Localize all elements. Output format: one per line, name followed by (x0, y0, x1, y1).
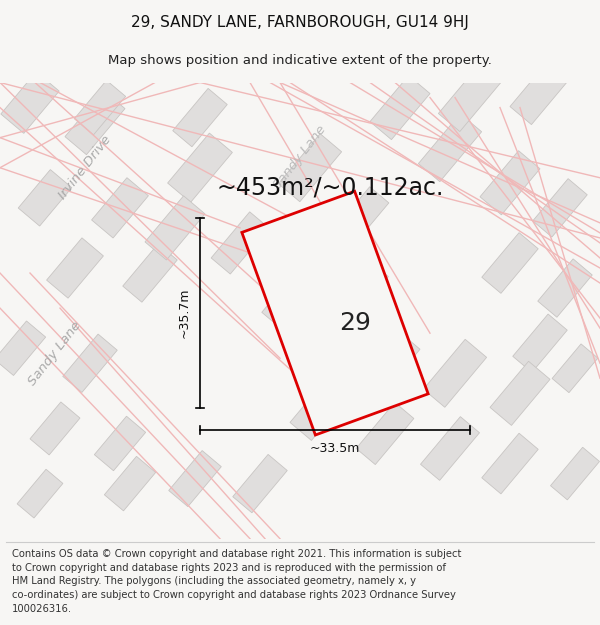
Polygon shape (233, 454, 287, 512)
Polygon shape (94, 416, 146, 471)
Polygon shape (211, 212, 269, 274)
Polygon shape (123, 244, 177, 302)
Text: Contains OS data © Crown copyright and database right 2021. This information is : Contains OS data © Crown copyright and d… (12, 549, 461, 614)
Polygon shape (63, 334, 117, 392)
Text: 29: 29 (339, 311, 371, 335)
Polygon shape (439, 64, 502, 131)
Polygon shape (278, 134, 341, 202)
Polygon shape (167, 133, 232, 202)
Polygon shape (370, 76, 430, 139)
Polygon shape (17, 469, 63, 518)
Polygon shape (356, 402, 414, 464)
Polygon shape (482, 433, 538, 494)
Polygon shape (424, 339, 487, 408)
Polygon shape (482, 232, 538, 293)
Polygon shape (262, 268, 318, 328)
Polygon shape (360, 331, 420, 396)
Polygon shape (322, 258, 388, 329)
Polygon shape (490, 361, 550, 426)
Polygon shape (30, 402, 80, 455)
Text: Sandy Lane: Sandy Lane (271, 123, 329, 192)
Polygon shape (47, 238, 103, 298)
Polygon shape (92, 177, 148, 238)
Polygon shape (510, 61, 570, 124)
Polygon shape (242, 191, 428, 435)
Polygon shape (551, 448, 599, 500)
Polygon shape (104, 456, 155, 511)
Polygon shape (513, 314, 567, 372)
Polygon shape (418, 114, 482, 182)
Text: ~453m²/~0.112ac.: ~453m²/~0.112ac. (217, 176, 443, 200)
Polygon shape (480, 151, 540, 215)
Polygon shape (1, 72, 59, 133)
Polygon shape (18, 169, 72, 226)
Text: 29, SANDY LANE, FARNBOROUGH, GU14 9HJ: 29, SANDY LANE, FARNBOROUGH, GU14 9HJ (131, 15, 469, 30)
Polygon shape (65, 91, 125, 154)
Text: Map shows position and indicative extent of the property.: Map shows position and indicative extent… (108, 54, 492, 67)
Polygon shape (421, 417, 479, 481)
Polygon shape (552, 344, 598, 392)
Polygon shape (173, 88, 227, 147)
Polygon shape (533, 179, 587, 237)
Text: Sandy Lane: Sandy Lane (26, 319, 84, 388)
Text: Irvine Drive: Irvine Drive (56, 133, 114, 202)
Polygon shape (290, 376, 350, 441)
Text: ~33.5m: ~33.5m (310, 442, 360, 455)
Polygon shape (145, 196, 205, 260)
Polygon shape (331, 187, 389, 249)
Polygon shape (169, 451, 221, 507)
Text: ~35.7m: ~35.7m (178, 288, 191, 338)
Polygon shape (74, 80, 125, 135)
Polygon shape (0, 321, 46, 376)
Polygon shape (538, 259, 592, 318)
